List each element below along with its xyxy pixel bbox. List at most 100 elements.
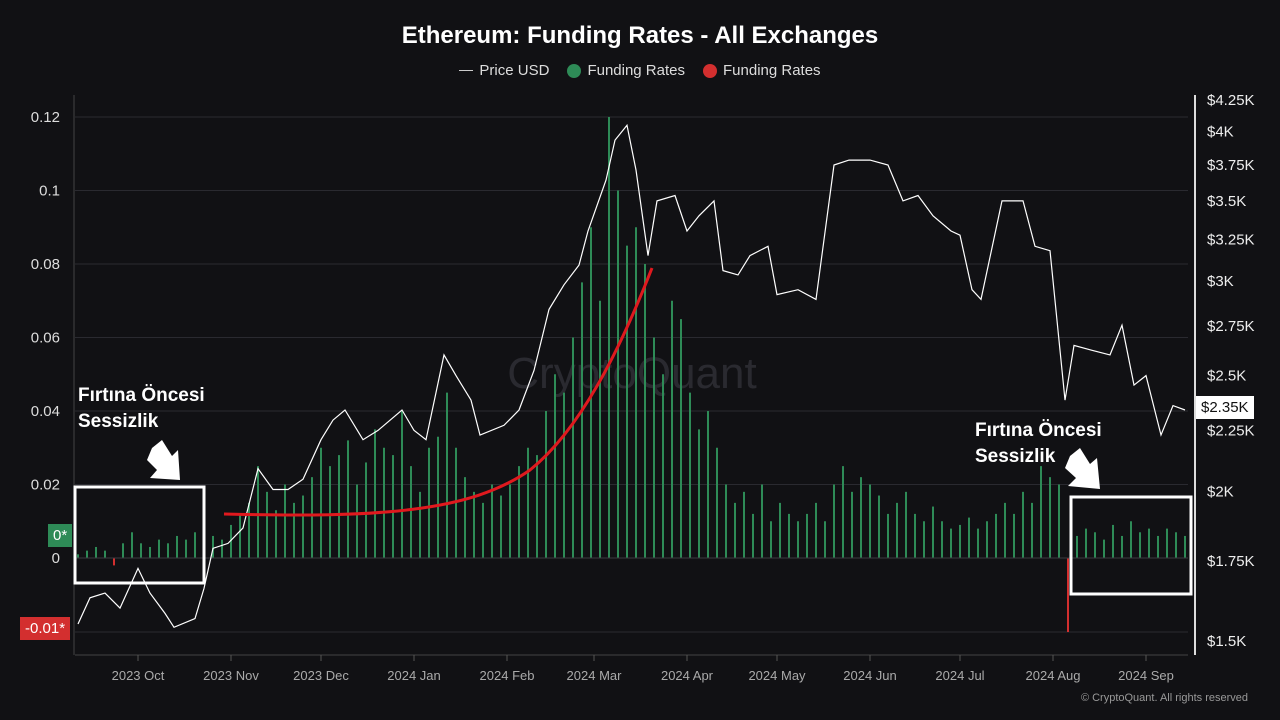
- y-right-tick-label: $4K: [1207, 123, 1234, 140]
- y-left-tick-label: 0.1: [39, 183, 60, 200]
- funding-bar: [167, 543, 169, 558]
- y-right-tick-label: $3.75K: [1207, 157, 1255, 174]
- funding-bar: [707, 411, 709, 558]
- x-tick-label: 2024 May: [748, 668, 806, 683]
- funding-bar: [644, 264, 646, 558]
- y-right-tick-label: $2.5K: [1207, 368, 1246, 385]
- legend: Price USD Funding Rates Funding Rates: [0, 62, 1280, 79]
- funding-bar: [671, 300, 673, 558]
- funding-bar: [752, 513, 754, 558]
- x-tick-label: 2023 Oct: [112, 668, 165, 683]
- highlight-box-left: [73, 485, 206, 585]
- funding-bar: [815, 502, 817, 558]
- funding-bar: [1094, 532, 1096, 558]
- funding-bar: [905, 491, 907, 558]
- funding-bar: [140, 543, 142, 558]
- funding-bar: [680, 319, 682, 558]
- funding-bar: [266, 491, 268, 558]
- y-right-tick-label: $2.75K: [1207, 318, 1255, 335]
- funding-bar: [1085, 528, 1087, 558]
- funding-bar: [239, 513, 241, 558]
- funding-bar: [1184, 535, 1186, 558]
- funding-bar: [1013, 513, 1015, 558]
- x-tick-label: 2024 Sep: [1118, 668, 1174, 683]
- funding-bar: [365, 462, 367, 558]
- funding-bar: [554, 374, 556, 558]
- funding-bar: [95, 546, 97, 558]
- funding-bar: [617, 190, 619, 558]
- funding-bar: [608, 117, 610, 558]
- funding-bar: [779, 502, 781, 558]
- y-right-tick-label: $2.25K: [1207, 422, 1255, 439]
- funding-bar: [599, 300, 601, 558]
- funding-bar: [689, 392, 691, 558]
- funding-bar: [806, 513, 808, 558]
- funding-bar: [257, 466, 259, 558]
- funding-bar: [374, 429, 376, 558]
- funding-bar: [1103, 539, 1105, 558]
- funding-bar: [986, 521, 988, 558]
- y-right-tick-label: $3.5K: [1207, 193, 1246, 210]
- funding-bar: [788, 513, 790, 558]
- funding-bar: [230, 524, 232, 558]
- x-tick-label: 2023 Dec: [293, 668, 349, 683]
- current-price-badge: $2.35K: [1196, 396, 1254, 419]
- funding-bar: [320, 447, 322, 558]
- legend-item-funding-negative[interactable]: Funding Rates: [703, 62, 821, 79]
- funding-bar: [392, 455, 394, 558]
- funding-bar: [176, 535, 178, 558]
- funding-bar: [896, 502, 898, 558]
- funding-bar: [302, 495, 304, 558]
- annotation-text: Sessizlik: [78, 411, 159, 432]
- y-left-tick-label: 0.04: [31, 403, 60, 420]
- zero-badge: 0*: [48, 524, 73, 547]
- funding-bar: [212, 535, 214, 558]
- annotation-right: Fırtına Öncesi Sessizlik: [975, 418, 1102, 470]
- y-left-tick-label: 0.06: [31, 330, 60, 347]
- funding-bar: [977, 528, 979, 558]
- line-swatch-icon: [459, 70, 474, 71]
- funding-bar: [1148, 528, 1150, 558]
- funding-bar: [419, 491, 421, 558]
- copyright: © CryptoQuant. All rights reserved: [1080, 692, 1248, 704]
- funding-bar: [329, 466, 331, 558]
- funding-bar: [1130, 521, 1132, 558]
- funding-bar: [482, 502, 484, 558]
- funding-bar: [743, 491, 745, 558]
- funding-bar: [725, 484, 727, 558]
- funding-bar: [194, 532, 196, 558]
- annotation-text: Sessizlik: [975, 446, 1056, 467]
- funding-bar: [1058, 484, 1060, 558]
- funding-bar: [878, 495, 880, 558]
- funding-bar: [1067, 558, 1069, 632]
- x-tick-label: 2024 Aug: [1026, 668, 1081, 683]
- funding-bar: [1049, 477, 1051, 558]
- funding-bar: [356, 484, 358, 558]
- x-tick-label: 2024 Jun: [843, 668, 897, 683]
- funding-bar: [941, 521, 943, 558]
- funding-bar: [401, 411, 403, 558]
- funding-bar: [275, 510, 277, 558]
- legend-item-funding-positive[interactable]: Funding Rates: [567, 62, 685, 79]
- funding-bar: [869, 484, 871, 558]
- funding-bar: [293, 502, 295, 558]
- funding-bar: [518, 466, 520, 558]
- x-tick-label: 2024 Jan: [387, 668, 441, 683]
- funding-bar: [851, 491, 853, 558]
- funding-bar: [509, 484, 511, 558]
- funding-bar: [284, 484, 286, 558]
- funding-bar: [1121, 535, 1123, 558]
- funding-bar: [887, 513, 889, 558]
- funding-bar: [1076, 535, 1078, 558]
- funding-bar: [122, 543, 124, 558]
- y-right-tick-label: $1.75K: [1207, 553, 1255, 570]
- y-right-tick-label: $4.25K: [1207, 92, 1255, 109]
- x-tick-label: 2024 Jul: [935, 668, 984, 683]
- funding-bar: [626, 245, 628, 558]
- funding-bar: [1157, 535, 1159, 558]
- legend-item-price[interactable]: Price USD: [459, 62, 549, 79]
- y-right-tick-label: $3K: [1207, 273, 1234, 290]
- funding-bar: [473, 491, 475, 558]
- funding-bar: [833, 484, 835, 558]
- arrow-right-icon: [1065, 448, 1100, 489]
